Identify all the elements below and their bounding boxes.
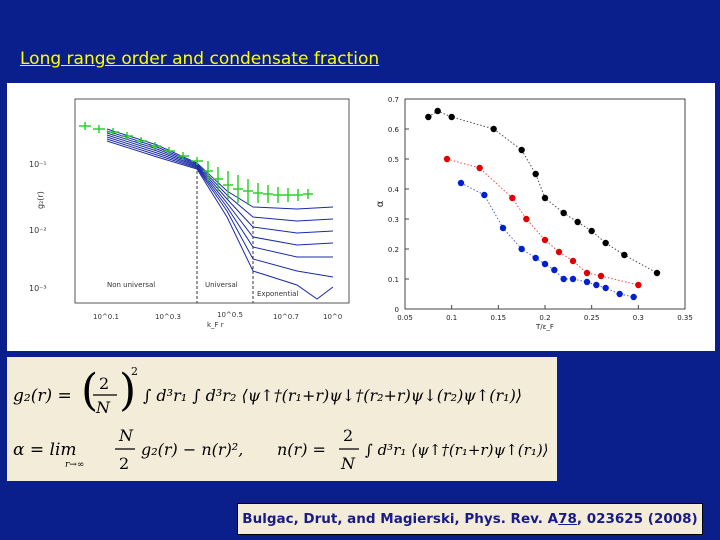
citation-text: Bulgac, Drut, and Magierski, Phys. Rev. … (242, 511, 559, 527)
data-point (569, 275, 577, 283)
y-tick-label: 10⁻³ (29, 284, 47, 293)
data-point (597, 272, 605, 280)
formula-graphic: g₂(r) = ( 2 N ) 2 ∫ d³r₁ ∫ d³r₂ ⟨ψ↑†(r₁+… (13, 365, 549, 473)
data-point (476, 164, 483, 172)
alpha-frac-den: 2 (119, 454, 129, 473)
x-tick-label: 0.3 (633, 314, 644, 322)
y-tick-label: 10⁻¹ (29, 160, 47, 169)
y-tick-label: 0.4 (388, 186, 400, 194)
data-point (602, 239, 609, 247)
data-point (523, 215, 530, 223)
data-point (616, 290, 623, 298)
data-point (541, 236, 549, 244)
data-point (541, 260, 549, 268)
data-point (532, 170, 539, 178)
data-point (490, 125, 497, 133)
paren-open: ( (81, 365, 98, 416)
data-point (593, 281, 600, 289)
y-tick-label: 0.1 (388, 276, 399, 284)
formula-box: g₂(r) = ( 2 N ) 2 ∫ d³r₁ ∫ d³r₂ ⟨ψ↑†(r₁+… (7, 357, 557, 481)
figure-panel: 10⁻¹ 10⁻² 10⁻³ g₂(r) 10^0.1 10^0.3 10^0.… (7, 83, 715, 351)
n-frac-num: 2 (343, 426, 353, 445)
paren-close: ) (119, 365, 136, 416)
x-tick-label: 10^0 (323, 313, 342, 321)
x-tick-label: 0.1 (446, 314, 457, 322)
x-tick-label: 0.35 (677, 314, 693, 322)
y-tick-label: 0.2 (388, 246, 399, 254)
data-point (443, 155, 451, 163)
data-point (541, 194, 549, 202)
alpha-rhs: g₂(r) − n(r)², (141, 440, 243, 459)
citation: Bulgac, Drut, and Magierski, Phys. Rev. … (237, 503, 703, 535)
alpha-frac-num: N (118, 426, 134, 445)
y-tick-label: 0 (395, 306, 399, 314)
alpha-lhs: α = lim (13, 440, 77, 460)
n-frac-den: N (340, 454, 356, 473)
data-point (532, 254, 539, 262)
data-point (425, 113, 432, 121)
data-point (481, 191, 488, 199)
x-tick-label: 0.05 (397, 314, 413, 322)
g2-lhs: g₂(r) = (13, 386, 72, 406)
data-point (555, 248, 563, 256)
frac-num: 2 (99, 374, 109, 393)
x-axis-label: k_F r (207, 321, 224, 329)
data-point (518, 146, 525, 154)
data-point (630, 293, 637, 301)
citation-pages: , 023625 (2008) (576, 511, 698, 527)
data-point (569, 257, 577, 265)
data-point (560, 209, 567, 217)
green-data-series (79, 122, 313, 205)
data-point (457, 179, 465, 187)
y-axis-label: α (375, 200, 386, 207)
data-point (583, 278, 591, 286)
data-point (434, 107, 441, 115)
blue-curves (106, 128, 334, 300)
data-point (588, 227, 595, 235)
y-tick-label: 0.7 (388, 96, 399, 104)
slide-title: Long range order and condensate fraction (20, 49, 380, 69)
y-axis-label: g₂(r) (36, 191, 45, 209)
data-point (621, 251, 628, 259)
plot-frame (404, 98, 686, 310)
x-tick-label: 0.2 (539, 314, 550, 322)
alpha-chart: 0 0.1 0.2 0.3 0.4 0.5 0.6 0.7 0.05 0.1 0.15 0.2 0.25… (375, 96, 693, 331)
region-label: Non universal (107, 281, 155, 289)
x-axis-label: T/ε_F (535, 323, 554, 331)
y-tick-label: 0.3 (388, 216, 399, 224)
data-point (583, 269, 591, 277)
y-tick-label: 0.5 (388, 156, 399, 164)
data-point (653, 269, 661, 277)
n-rhs: ∫ d³r₁ ⟨ψ↑†(r₁+r)ψ↑(r₁)⟩ (365, 441, 549, 459)
x-tick-label: 10^0.7 (273, 313, 299, 321)
data-point (509, 194, 516, 202)
y-tick-label: 10⁻² (29, 226, 47, 235)
alpha-sub: r→∞ (65, 460, 84, 470)
x-tick-label: 0.15 (491, 314, 507, 322)
data-point (560, 275, 567, 283)
x-tick-label: 0.25 (584, 314, 600, 322)
region-label: Universal (205, 281, 238, 289)
data-point (574, 218, 581, 226)
x-tick-label: 10^0.3 (155, 313, 181, 321)
region-label: Exponential (257, 290, 298, 298)
data-point (635, 281, 642, 289)
y-tick-label: 0.6 (388, 126, 400, 134)
data-point (518, 245, 525, 253)
series-line (446, 158, 639, 286)
g2-rhs: ∫ d³r₁ ∫ d³r₂ ⟨ψ↑†(r₁+r)ψ↓†(r₂+r)ψ↓(r₂)ψ… (143, 386, 522, 405)
x-tick-label: 10^0.1 (93, 313, 119, 321)
n-lhs: n(r) = (277, 440, 326, 459)
correlation-plot: 10⁻¹ 10⁻² 10⁻³ g₂(r) 10^0.1 10^0.3 10^0.… (29, 98, 350, 329)
citation-volume: 78 (558, 511, 577, 527)
x-tick-label: 10^0.5 (217, 311, 243, 319)
frac-den: N (95, 398, 111, 417)
data-point (602, 284, 609, 292)
series-line (428, 110, 658, 274)
data-point (448, 113, 455, 121)
data-point (551, 266, 558, 274)
power: 2 (131, 365, 138, 378)
data-point (499, 224, 507, 232)
